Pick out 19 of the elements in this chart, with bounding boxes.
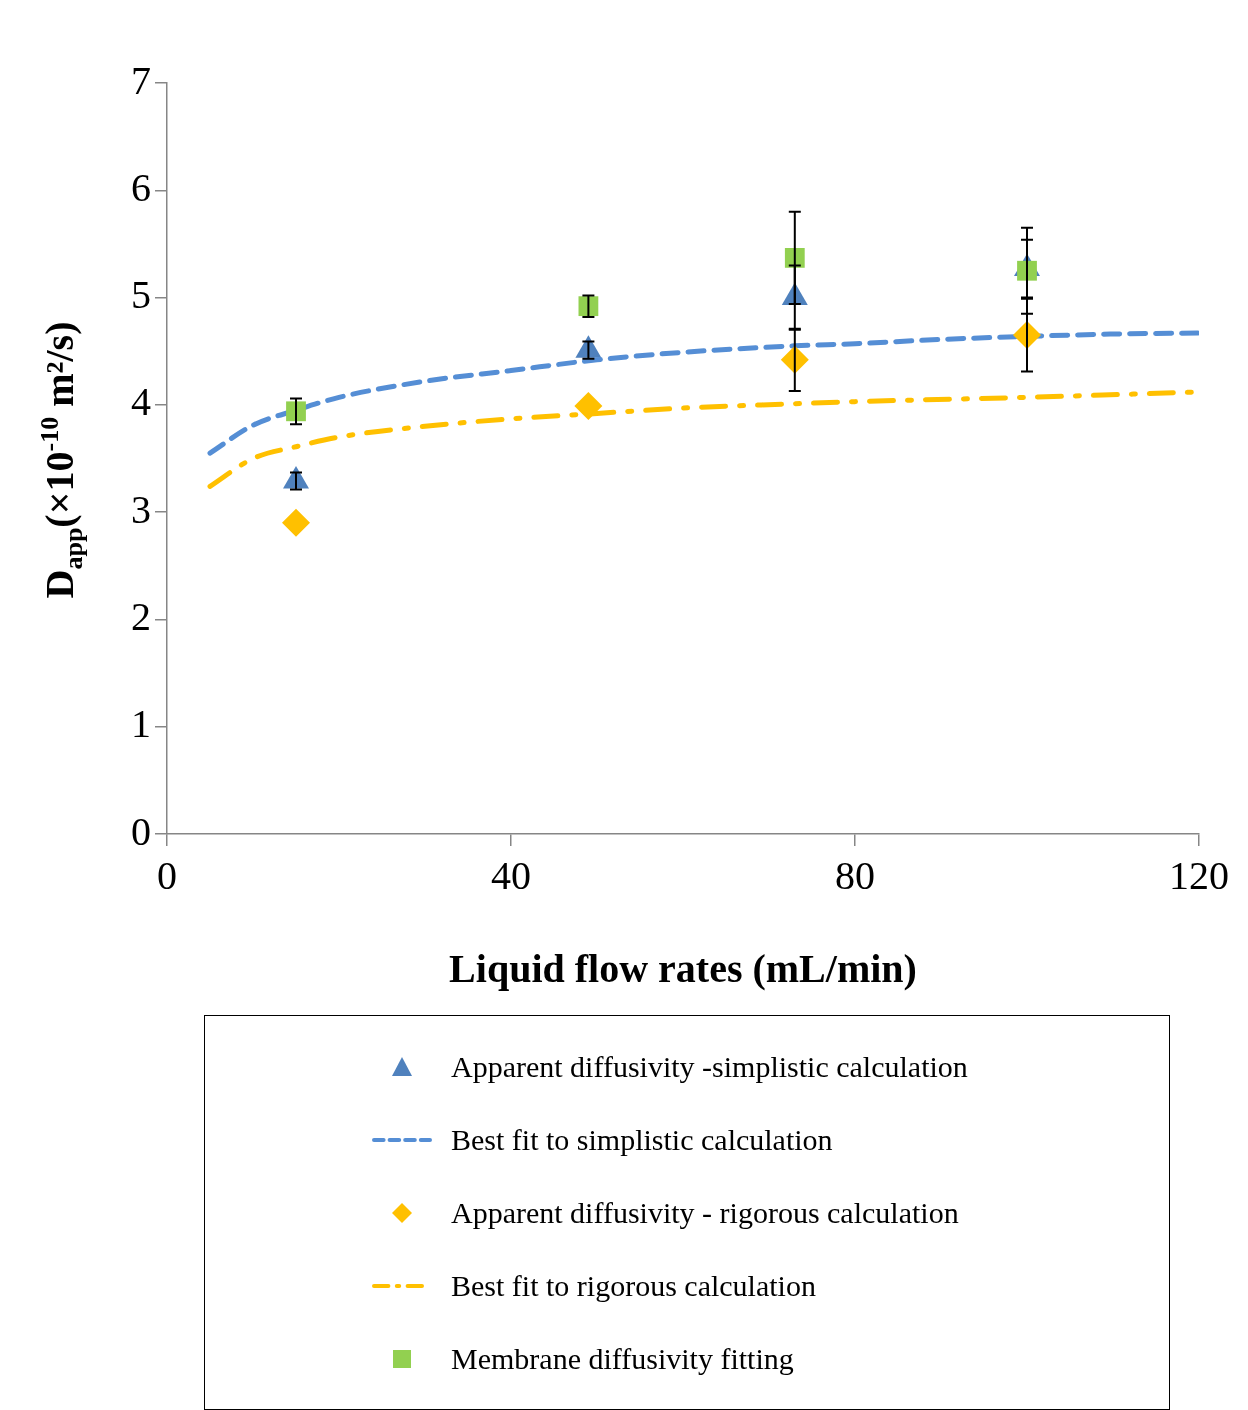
y-tick-label: 1 xyxy=(131,701,151,747)
x-tick-label: 80 xyxy=(835,852,875,898)
y-tick-label: 0 xyxy=(131,808,151,854)
point xyxy=(282,508,310,537)
x-tick-label: 40 xyxy=(491,852,531,898)
legend-label: Best fit to rigorous calculation xyxy=(451,1268,816,1303)
legend-label: Best fit to simplistic calculation xyxy=(451,1122,833,1157)
legend-label: Apparent diffusivity -simplistic calculation xyxy=(451,1049,968,1084)
x-axis-title: Liquid flow rates (mL/min) xyxy=(449,946,917,992)
legend-label: Apparent diffusivity - rigorous calculation xyxy=(451,1195,959,1230)
legend-label: Membrane diffusivity fitting xyxy=(451,1341,794,1376)
point xyxy=(574,391,603,420)
y-tick-label: 3 xyxy=(131,486,151,532)
y-tick-label: 7 xyxy=(131,57,151,103)
y-tick-label: 4 xyxy=(131,379,151,425)
y-tick-label: 2 xyxy=(131,593,151,639)
y-tick-label: 6 xyxy=(131,164,151,210)
x-tick-label: 120 xyxy=(1169,852,1229,898)
y-tick-label: 5 xyxy=(131,272,151,318)
